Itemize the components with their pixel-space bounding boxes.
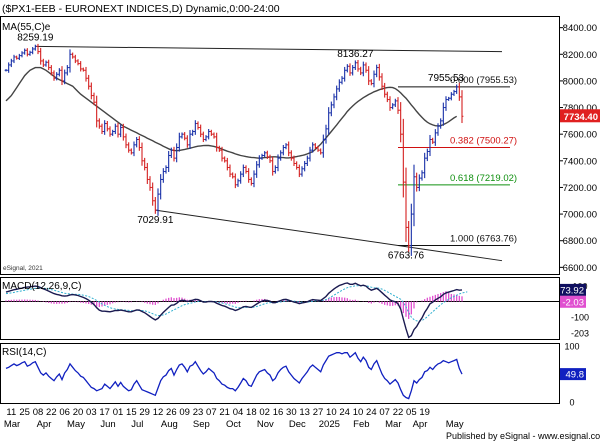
x-month-label: Feb — [353, 419, 369, 430]
fib-level-label: 0.618 (7219.02) — [450, 173, 517, 184]
x-tick-label: 22 — [46, 407, 57, 418]
price-tick-label: 7600.00 — [563, 130, 597, 141]
x-tick-label: 21 — [219, 407, 230, 418]
x-tick-label: 29 — [139, 407, 150, 418]
price-tick-label: 6800.00 — [563, 236, 597, 247]
x-tick-label: 24 — [339, 407, 350, 418]
x-month-label: Apr — [37, 419, 52, 430]
x-tick-label: 19 — [419, 407, 430, 418]
fib-level-label: 1.000 (6763.76) — [450, 234, 517, 245]
x-month-label: Dec — [289, 419, 306, 430]
x-tick-label: 24 — [366, 407, 377, 418]
x-tick-label: 04 — [233, 407, 244, 418]
x-tick-label: 02 — [259, 407, 270, 418]
x-tick-label: 07 — [379, 407, 390, 418]
fib-level-label: 0.382 (7500.27) — [450, 135, 517, 146]
price-annotation: 6763.76 — [388, 251, 425, 262]
axis-layer: 8400.00 8200.00 8000.00 7800.00 7600.00 7400.… — [4, 23, 600, 430]
x-tick-label: 18 — [246, 407, 257, 418]
footer: Published by eSignal - www.esignal.com — [446, 431, 600, 441]
x-tick-label: 20 — [73, 407, 84, 418]
price-annotation: 8259.19 — [17, 32, 54, 43]
resistance-trendline — [35, 45, 503, 53]
rsi-label: RSI(14,C) — [2, 347, 46, 358]
price-tick-label: 7200.00 — [563, 183, 597, 194]
x-month-label: Mar — [4, 419, 20, 430]
x-tick-label: 16 — [273, 407, 284, 418]
x-tick-label: 30 — [286, 407, 297, 418]
price-tick-label: 7800.00 — [563, 103, 597, 114]
price-layer: 0.000 (7955.53) 0.382 (7500.27) 0.618 (721… — [4, 32, 517, 262]
x-month-label: Jun — [100, 419, 115, 430]
watermark: eSignal, 2021 — [3, 265, 43, 272]
price-tick-label: 8400.00 — [563, 23, 597, 34]
ma-label: MA(55,C)e — [2, 22, 51, 33]
x-tick-label: 06 — [59, 407, 70, 418]
macd-last-box — [560, 283, 586, 296]
macd-tick-label: -100 — [571, 313, 589, 323]
macd-signal-box — [560, 295, 586, 308]
price-tick-label: 6600.00 — [563, 263, 597, 274]
x-tick-label: 13 — [299, 407, 310, 418]
rsi-layer — [5, 351, 463, 400]
x-month-label: Apr — [413, 419, 428, 430]
macd-panel — [0, 277, 560, 340]
support-trendline — [155, 209, 503, 262]
rsi-line — [5, 351, 463, 400]
x-month-label: Oct — [226, 419, 241, 430]
x-month-label: Aug — [161, 419, 178, 430]
price-tick-label: 7400.00 — [563, 156, 597, 167]
macd-tick-label: -203 — [571, 329, 589, 339]
x-tick-label: 08 — [33, 407, 44, 418]
fib-level-label: 0.000 (7955.53) — [450, 75, 517, 86]
price-annotation: 8136.27 — [337, 49, 374, 60]
x-month-label: May — [446, 419, 464, 430]
last-price-box — [560, 109, 600, 123]
macd-line — [5, 282, 463, 339]
macd-signal-value: -2.03 — [562, 297, 584, 308]
x-tick-label: 15 — [126, 407, 137, 418]
x-month-label: 2025 — [319, 419, 340, 430]
x-tick-label: 03 — [86, 407, 97, 418]
rsi-last-box — [560, 368, 586, 381]
x-tick-label: 23 — [193, 407, 204, 418]
x-month-label: Mar — [385, 419, 401, 430]
x-tick-label: 11 — [6, 407, 16, 418]
x-tick-label: 22 — [393, 407, 404, 418]
x-month-label: Sep — [193, 419, 210, 430]
x-month-label: Jul — [131, 419, 143, 430]
macd-label: MACD(12,26,9,C) — [2, 281, 81, 292]
x-tick-label: 27 — [313, 407, 324, 418]
price-annotation: 7955.53 — [428, 73, 465, 84]
rsi-tick-label: 0 — [569, 398, 574, 408]
chart-title: ($PX1-EEB - EURONEXT INDICES,D) Dynamic,… — [2, 3, 280, 15]
macd-signal-line — [5, 285, 468, 322]
price-tick-label: 8000.00 — [563, 76, 597, 87]
x-tick-label: 10 — [326, 407, 337, 418]
x-tick-label: 17 — [99, 407, 110, 418]
rsi-panel — [0, 343, 560, 404]
x-month-label: Nov — [257, 419, 274, 430]
x-tick-label: 10 — [353, 407, 364, 418]
macd-last-value: 73.92 — [560, 285, 584, 296]
price-panel — [0, 16, 560, 275]
x-month-label: May — [67, 419, 85, 430]
last-price-label: 7734.40 — [564, 112, 598, 123]
rsi-last-value: 49.8 — [566, 370, 585, 381]
x-tick-label: 12 — [153, 407, 164, 418]
x-tick-label: 09 — [179, 407, 190, 418]
x-tick-label: 26 — [166, 407, 177, 418]
rsi-tick-label: 100 — [564, 342, 579, 352]
price-annotation: 7029.91 — [137, 215, 174, 226]
x-tick-label: 07 — [206, 407, 217, 418]
x-tick-label: 25 — [19, 407, 30, 418]
x-tick-label: 05 — [406, 407, 417, 418]
price-tick-label: 8200.00 — [563, 50, 597, 61]
x-tick-label: 01 — [113, 407, 124, 418]
macd-layer — [1, 282, 559, 339]
price-tick-label: 7000.00 — [563, 210, 597, 221]
